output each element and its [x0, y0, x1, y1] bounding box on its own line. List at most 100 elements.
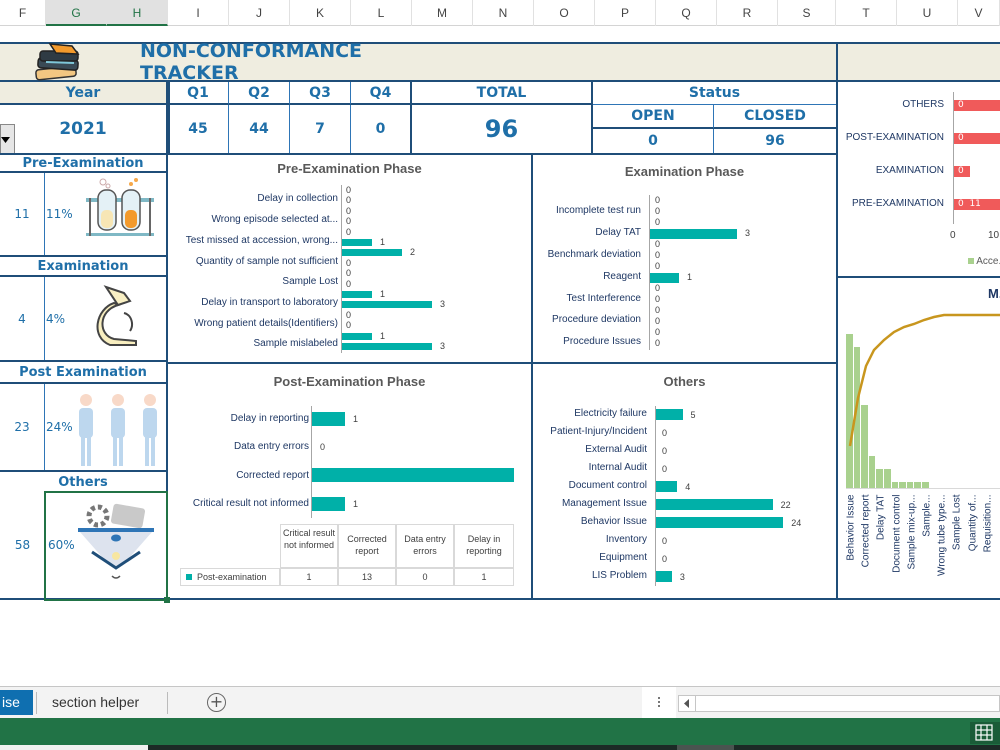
normal-view-button[interactable]: [970, 722, 1000, 744]
column-header-q[interactable]: Q: [656, 0, 717, 26]
data-label: 0: [346, 268, 352, 279]
column-header-m[interactable]: M: [412, 0, 473, 26]
data-label: 1: [353, 414, 359, 424]
axis-label: Sample...: [921, 494, 933, 537]
data-label: 0: [655, 338, 661, 348]
fill-handle[interactable]: [164, 597, 170, 603]
axis-label: Management Issue: [561, 498, 647, 509]
phase-summary-chart[interactable]: OTHERS POST-EXAMINATION EXAMINATION PRE-…: [838, 84, 1000, 276]
q4-label: Q4: [351, 82, 410, 105]
axis-label: POST-EXAMINATION: [845, 132, 944, 143]
axis-label: Procedure deviation: [552, 314, 641, 325]
data-label: 0: [655, 239, 661, 249]
table-cell: 0: [396, 568, 454, 586]
table-series-label: Post-examination: [180, 568, 280, 586]
phase-percent: 4%: [46, 311, 66, 326]
chart-data-table: Critical result not informed Corrected r…: [180, 524, 514, 586]
axis-label: Benchmark deviation: [547, 249, 641, 260]
year-dropdown-button[interactable]: [0, 124, 15, 154]
sheet-tab-active[interactable]: ise: [0, 690, 33, 715]
q2-value: 44: [229, 105, 290, 153]
chart-title: Pre-Examination Phase: [277, 161, 422, 176]
sheet-tab-section-helper[interactable]: section helper: [52, 694, 140, 710]
bar: [922, 481, 929, 488]
column-header-j[interactable]: J: [229, 0, 290, 26]
q3-label: Q3: [290, 82, 351, 105]
year-value[interactable]: 2021: [0, 105, 168, 153]
column-header-o[interactable]: O: [534, 0, 595, 26]
data-label: 3: [679, 572, 685, 582]
people-icon: [76, 392, 162, 468]
x-tick: 0: [950, 230, 956, 241]
q2-label: Q2: [229, 82, 290, 105]
axis-label: Delay in transport to laboratory: [201, 297, 338, 308]
column-header-s[interactable]: S: [778, 0, 836, 26]
phase-percent: 60%: [48, 538, 75, 552]
column-header-h[interactable]: H: [107, 0, 168, 26]
selected-cell[interactable]: [44, 491, 168, 601]
axis-label: OTHERS: [902, 99, 944, 110]
column-header-l[interactable]: L: [351, 0, 412, 26]
test-tubes-icon: [86, 178, 156, 242]
column-header-r[interactable]: R: [717, 0, 778, 26]
legend-swatch-icon: [968, 258, 974, 264]
axis-label: Reagent: [603, 271, 641, 282]
phase-title: Examination: [0, 257, 166, 277]
grid-view-icon: [975, 724, 993, 741]
column-header-g[interactable]: G: [46, 0, 107, 26]
status-label: Status: [593, 82, 836, 105]
data-label: 1: [380, 289, 386, 299]
column-header-row: F G H I J K L M N O P Q R S T U V: [0, 0, 1000, 26]
column-header-f[interactable]: F: [0, 0, 46, 26]
data-label: 0: [662, 464, 668, 474]
bar: [656, 571, 672, 582]
chart-title: Post-Examination Phase: [273, 374, 426, 389]
bar: [906, 481, 914, 488]
axis-label: Behavior Issue: [580, 516, 647, 527]
bar: [656, 517, 784, 528]
column-header-t[interactable]: T: [836, 0, 897, 26]
column-header-k[interactable]: K: [290, 0, 351, 26]
total-label: TOTAL: [412, 82, 593, 105]
axis-label: Inventory: [605, 534, 647, 545]
horizontal-scrollbar[interactable]: [678, 695, 1000, 712]
open-value: 0: [593, 129, 714, 153]
table-header: Critical result not informed: [280, 524, 338, 568]
data-label: 0: [346, 320, 352, 331]
column-header-p[interactable]: P: [595, 0, 656, 26]
bar: [342, 239, 372, 246]
data-label: 0: [662, 446, 668, 456]
data-label: 0: [655, 250, 661, 260]
axis-label: External Audit: [585, 444, 647, 455]
scroll-left-button[interactable]: [679, 696, 696, 711]
examination-chart[interactable]: Examination Phase Incomplete test run De…: [533, 155, 836, 362]
axis: [655, 406, 656, 586]
add-sheet-button[interactable]: +: [207, 693, 226, 712]
column-header-i[interactable]: I: [168, 0, 229, 26]
data-label: 0: [346, 278, 352, 289]
phase-title: Others: [58, 474, 108, 490]
column-header-u[interactable]: U: [897, 0, 958, 26]
data-label: 1: [380, 330, 386, 341]
axis-label: Delay TAT: [595, 227, 641, 238]
title-banner: NON-CONFORMANCE TRACKER: [0, 40, 836, 84]
post-examination-chart[interactable]: Post-Examination Phase Delay in reportin…: [168, 364, 531, 598]
column-header-n[interactable]: N: [473, 0, 534, 26]
column-header-v[interactable]: V: [958, 0, 1000, 26]
axis-label: Test missed at accession, wrong...: [185, 235, 338, 246]
pre-examination-chart[interactable]: Pre-Examination Phase Delay in collectio…: [168, 155, 531, 362]
closed-value: 96: [765, 133, 785, 149]
bar: [899, 481, 906, 488]
closed-label: CLOSED: [714, 105, 836, 129]
others-chart[interactable]: Others Electricity failure 5 Patient-Injur…: [533, 364, 836, 598]
axis-label: Sample Lost: [282, 276, 338, 287]
bar: [891, 481, 899, 488]
axis-label: Sample mix-up...: [906, 494, 918, 570]
data-label: 0: [662, 428, 668, 438]
table-header: Data entry errors: [396, 524, 454, 568]
tab-split-handle[interactable]: [642, 687, 676, 718]
bar: [914, 481, 921, 488]
data-label: 0: [655, 283, 661, 293]
series-name: Post-examination: [197, 572, 267, 582]
